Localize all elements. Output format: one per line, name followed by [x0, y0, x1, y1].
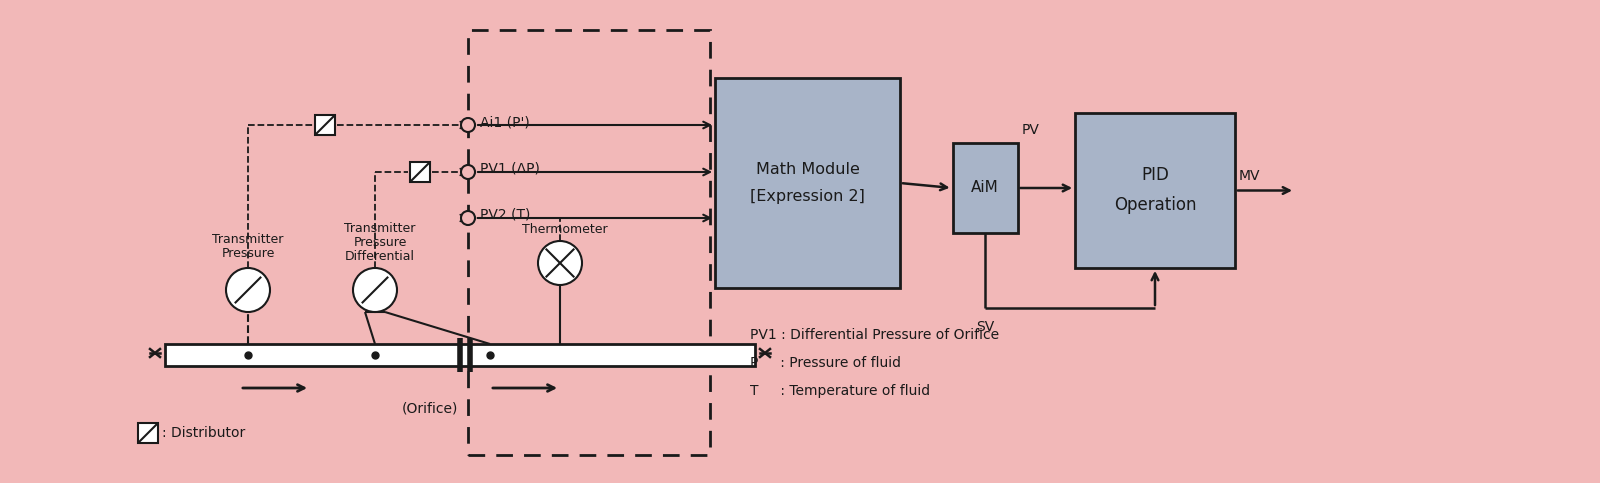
Text: PV2 (T): PV2 (T) — [480, 208, 530, 222]
Text: Math Module: Math Module — [755, 161, 859, 176]
Circle shape — [461, 211, 475, 225]
Circle shape — [538, 241, 582, 285]
Text: Transmitter: Transmitter — [213, 233, 283, 246]
Bar — [165, 344, 755, 366]
Circle shape — [354, 268, 397, 312]
Text: (Orifice): (Orifice) — [402, 401, 458, 415]
Bar — [138, 423, 158, 443]
Bar — [715, 78, 899, 288]
Text: Pressure: Pressure — [354, 236, 406, 249]
Bar — [315, 115, 334, 135]
Text: PV: PV — [1021, 123, 1040, 137]
Text: SV: SV — [976, 320, 994, 334]
Text: Operation: Operation — [1114, 197, 1197, 214]
Circle shape — [461, 118, 475, 132]
Bar — [410, 162, 430, 182]
Bar — [467, 30, 710, 455]
Text: PV1 : Differential Pressure of Orifice: PV1 : Differential Pressure of Orifice — [750, 328, 998, 342]
Text: [Expression 2]: [Expression 2] — [750, 189, 866, 204]
Text: T     : Temperature of fluid: T : Temperature of fluid — [750, 384, 930, 398]
Text: MV: MV — [1238, 169, 1261, 183]
Text: Thermometer: Thermometer — [522, 223, 608, 236]
Text: : Distributor: : Distributor — [162, 426, 245, 440]
Circle shape — [461, 165, 475, 179]
Text: PV1 (ΔP): PV1 (ΔP) — [480, 162, 539, 176]
Text: Ai1 (P'): Ai1 (P') — [480, 115, 530, 129]
Circle shape — [226, 268, 270, 312]
Bar — [1075, 113, 1235, 268]
Bar — [952, 143, 1018, 233]
Text: Differential: Differential — [346, 250, 414, 263]
Text: Transmitter: Transmitter — [344, 222, 416, 235]
Text: Pressure: Pressure — [221, 247, 275, 260]
Text: P     : Pressure of fluid: P : Pressure of fluid — [750, 356, 901, 370]
Text: PID: PID — [1141, 167, 1170, 185]
Text: AiM: AiM — [971, 181, 998, 196]
